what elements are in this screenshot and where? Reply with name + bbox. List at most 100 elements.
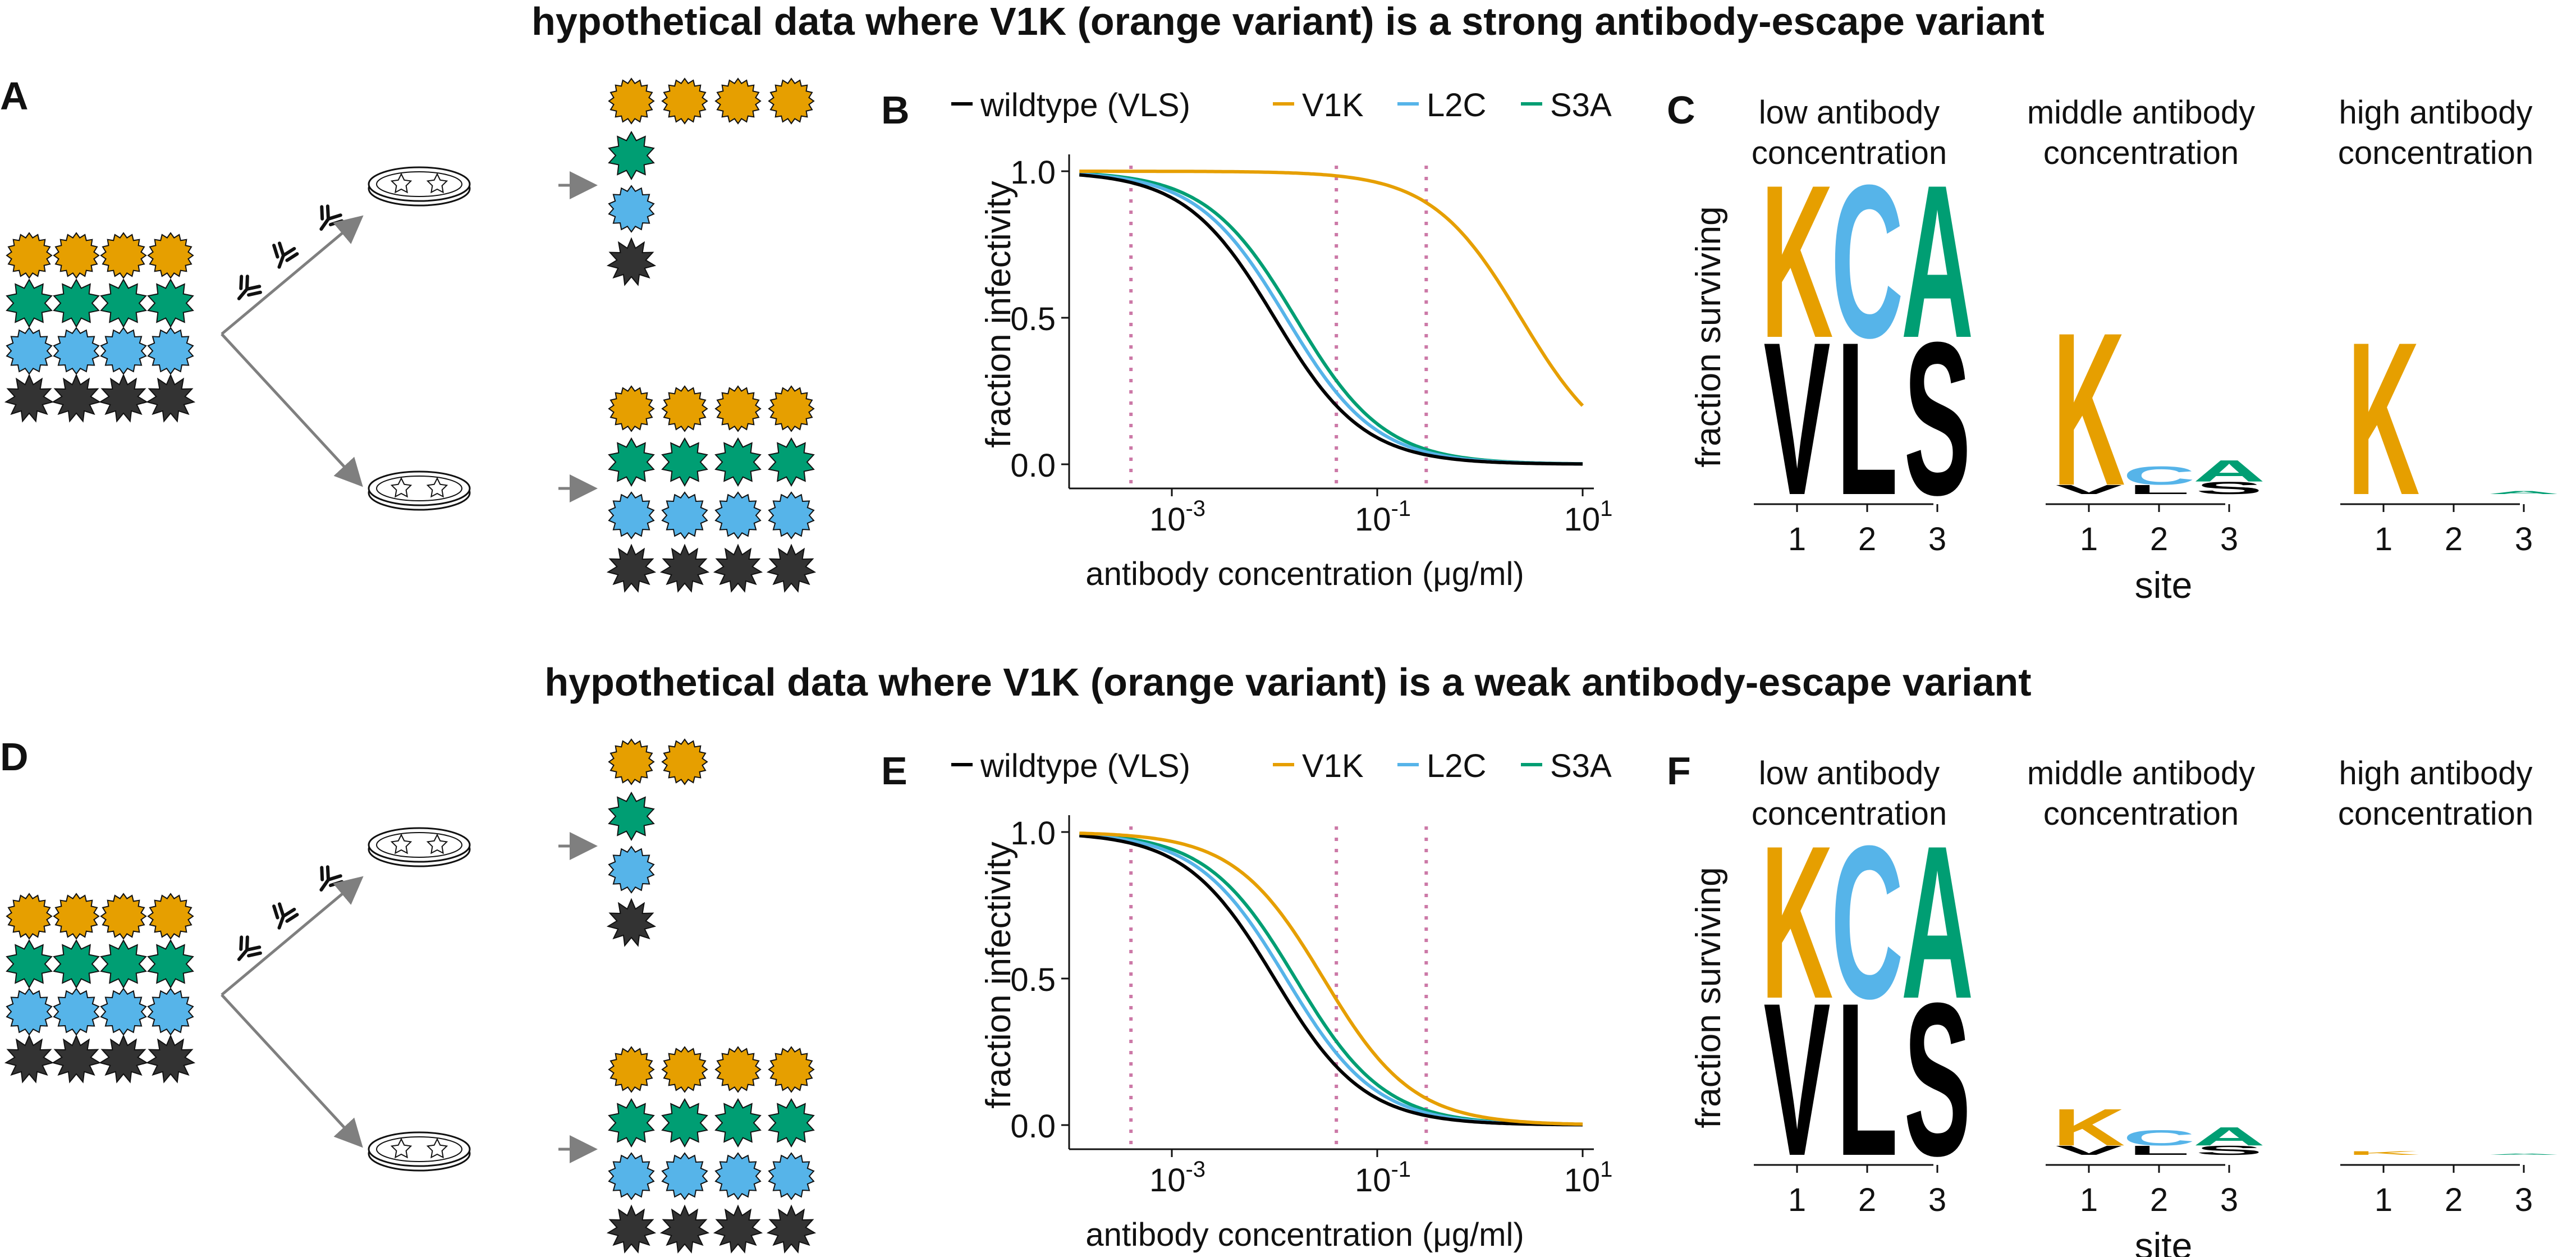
- antibody-heavy: [277, 241, 296, 269]
- logo-site-label: 2: [1858, 1182, 1876, 1218]
- logo-letter-mut: C: [2123, 461, 2195, 490]
- virus-orange-icon: [768, 1046, 815, 1093]
- antibody-light: [239, 275, 262, 297]
- logo-y-label: fraction surviving: [1689, 206, 1728, 467]
- virus-blue-icon: [608, 491, 655, 540]
- virus-blue-icon: [661, 491, 708, 540]
- virus-green-icon: [714, 1098, 762, 1148]
- curve-black: [1079, 834, 1583, 1127]
- virus-black-icon: [766, 1204, 817, 1254]
- virus-orange-icon: [661, 1046, 708, 1093]
- x-tick-label: 10-3: [1149, 1157, 1206, 1199]
- virus-orange-icon: [714, 77, 762, 125]
- logo-site-label: 1: [2080, 521, 2098, 557]
- logo-letter-mut: K: [2348, 297, 2420, 541]
- virus-green-icon: [608, 437, 655, 487]
- logo-letter-mut: A: [1901, 801, 1974, 1044]
- virus-green-icon: [661, 1098, 708, 1148]
- dish-rim: [368, 1131, 471, 1167]
- virus-orange-icon: [661, 385, 708, 432]
- y-tick-label: 0.5: [1010, 962, 1056, 998]
- logo-title: high antibody: [2339, 94, 2532, 131]
- logo-letter-mut: K: [2053, 287, 2125, 531]
- logo-site-label: 2: [2150, 1182, 2168, 1218]
- virus-orange-icon: [661, 77, 708, 125]
- dish-rim: [368, 827, 471, 863]
- arrow-to-dish: [221, 994, 363, 1148]
- x-tick-label: 10-3: [1149, 496, 1206, 538]
- legend: wildtype (VLS) V1K L2C S3A: [951, 87, 1612, 124]
- virus-orange-icon: [147, 232, 194, 279]
- curve-green: [1079, 172, 1583, 466]
- experiment-diagram: [4, 77, 817, 593]
- logo-letter-mut: K: [1761, 140, 1834, 383]
- arrow-to-dish: [221, 876, 364, 996]
- virus-green-icon: [768, 1098, 815, 1148]
- cell-icon: [426, 172, 448, 194]
- virus-blue-icon: [608, 1152, 655, 1200]
- logo-letter-mut: K: [2348, 1150, 2420, 1156]
- virus-blue-icon: [768, 491, 815, 540]
- logo-letter-mut: K: [2053, 1098, 2125, 1157]
- virus-green-icon: [608, 791, 655, 842]
- panel-weak-escape: hypothetical data where V1K (orange vari…: [0, 660, 2560, 1257]
- arrow-to-dish: [221, 333, 363, 487]
- virus-black-icon: [659, 543, 710, 593]
- virus-orange-icon: [6, 893, 53, 940]
- virus-green-icon: [608, 1098, 655, 1148]
- logo-letter-wt: S: [1904, 297, 1970, 541]
- virus-green-icon: [714, 437, 762, 487]
- virus-green-icon: [100, 278, 147, 328]
- cell-icon: [426, 833, 448, 854]
- virus-blue-icon: [6, 327, 53, 375]
- virus-green-icon: [147, 939, 194, 989]
- virus-black-icon: [766, 543, 817, 593]
- virus-green-icon: [608, 130, 655, 181]
- experiment-diagram: [4, 738, 817, 1254]
- cell-icon: [426, 1137, 448, 1159]
- logo-title: concentration: [2043, 135, 2239, 171]
- virus-green-icon: [768, 437, 815, 487]
- logo-letter-mut: A: [2193, 454, 2266, 488]
- virus-blue-icon: [768, 1152, 815, 1200]
- virus-orange-icon: [714, 385, 762, 432]
- legend-label: wildtype (VLS): [980, 87, 1190, 124]
- y-tick-label: 1.0: [1010, 815, 1056, 852]
- x-tick-label: 10-1: [1355, 496, 1411, 538]
- dish-rim: [368, 166, 471, 202]
- dish-inner: [376, 476, 462, 501]
- virus-blue-icon: [147, 988, 194, 1036]
- petri-dish-icon: [368, 470, 471, 511]
- virus-black-icon: [51, 1034, 102, 1084]
- panel-title: hypothetical data where V1K (orange vari…: [544, 660, 2031, 704]
- cell-icon: [390, 477, 412, 498]
- virus-black-icon: [659, 1204, 710, 1254]
- virus-black-icon: [606, 898, 657, 947]
- x-tick-base: 10: [1355, 1162, 1391, 1199]
- virus-black-icon: [98, 1034, 149, 1084]
- logo-letter-mut: C: [1831, 140, 1904, 383]
- x-axis-label: antibody concentration (μg/ml): [1085, 1217, 1524, 1253]
- logo-site-label: 1: [1788, 1182, 1806, 1218]
- virus-green-icon: [53, 278, 100, 328]
- x-tick-base: 10: [1355, 501, 1391, 538]
- virus-orange-icon: [53, 232, 100, 279]
- virus-green-icon: [661, 437, 708, 487]
- logo-site-label: 2: [2445, 1182, 2463, 1218]
- logo-x-label: site: [2135, 564, 2193, 606]
- virus-black-icon: [713, 1204, 763, 1254]
- virus-green-icon: [53, 939, 100, 989]
- virus-orange-icon: [53, 893, 100, 940]
- curve-orange: [1079, 831, 1583, 1126]
- virus-black-icon: [98, 373, 149, 423]
- legend-label: V1K: [1302, 87, 1364, 124]
- panel-title: hypothetical data where V1K (orange vari…: [531, 0, 2045, 43]
- petri-dish-icon: [368, 827, 471, 867]
- y-tick-label: 1.0: [1010, 154, 1056, 191]
- virus-orange-icon: [100, 893, 147, 940]
- virus-blue-icon: [714, 491, 762, 540]
- logo-letter-wt: S: [2195, 478, 2262, 498]
- virus-blue-icon: [147, 327, 194, 375]
